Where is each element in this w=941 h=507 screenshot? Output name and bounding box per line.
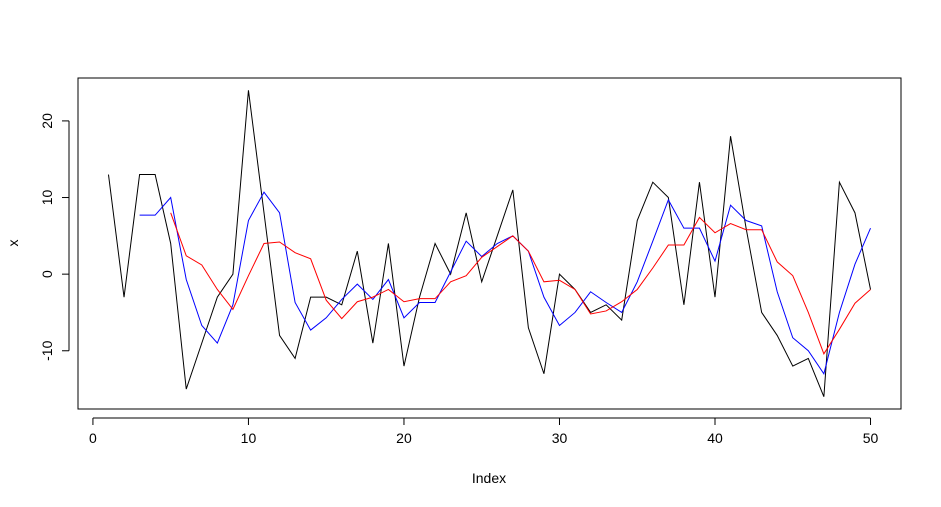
x-axis: 0 10 20 30 40 50 bbox=[89, 417, 879, 446]
x-tick-label: 40 bbox=[707, 430, 723, 446]
x-tick-label: 50 bbox=[863, 430, 879, 446]
x-tick-label: 20 bbox=[396, 430, 412, 446]
x-tick-label: 10 bbox=[241, 430, 257, 446]
series-layer bbox=[107, 90, 872, 397]
series-line-1 bbox=[107, 90, 872, 397]
x-axis-label: Index bbox=[472, 470, 506, 486]
y-tick-label: 10 bbox=[39, 190, 55, 206]
plot-box bbox=[77, 77, 902, 410]
x-tick-label: 30 bbox=[552, 430, 568, 446]
y-axis-label: x bbox=[5, 240, 21, 247]
y-tick-label: 0 bbox=[39, 270, 55, 278]
y-axis: -10 0 10 20 bbox=[39, 113, 70, 361]
y-tick-label: 20 bbox=[39, 113, 55, 129]
y-tick-label: -10 bbox=[39, 340, 55, 360]
x-tick-label: 0 bbox=[89, 430, 97, 446]
series-line-3 bbox=[170, 212, 871, 355]
series-line-2 bbox=[139, 191, 871, 375]
